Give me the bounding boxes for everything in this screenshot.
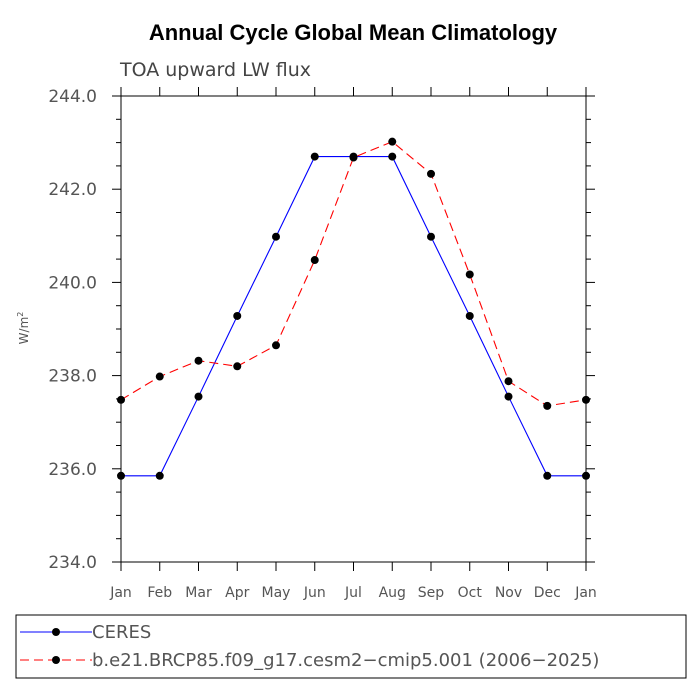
legend-label: b.e21.BRCP85.f09_g17.cesm2−cmip5.001 (20…	[92, 650, 599, 671]
y-axis-label-unit: W/m	[17, 317, 31, 345]
legend-label: CERES	[92, 622, 151, 643]
data-point	[582, 395, 590, 404]
x-tick-label: Jan	[109, 585, 132, 601]
data-point	[427, 169, 435, 178]
data-point	[310, 152, 319, 161]
series-line	[120, 141, 587, 407]
chart-subtitle: TOA upward LW flux	[119, 59, 311, 81]
x-tick-label: Feb	[147, 585, 172, 601]
legend: CERES b.e21.BRCP85.f09_g17.cesm2−cmip5.00…	[20, 622, 599, 671]
data-point	[543, 471, 552, 480]
legend-box	[15, 614, 687, 679]
data-point	[349, 153, 358, 162]
legend-marker	[52, 656, 60, 664]
x-tick-label: May	[262, 585, 291, 601]
x-tick-label: Dec	[534, 585, 561, 601]
data-point	[388, 137, 397, 146]
data-point	[155, 372, 164, 381]
x-tick-label: Nov	[495, 585, 522, 601]
y-tick-label: 236.0	[48, 460, 97, 480]
data-point	[310, 256, 319, 265]
plot-frame	[120, 95, 587, 563]
x-tick-label: Jan	[574, 585, 597, 601]
legend-marker	[52, 628, 60, 636]
data-point	[272, 341, 280, 350]
data-point	[465, 270, 474, 279]
series-line	[121, 156, 586, 477]
y-tick-label: 240.0	[48, 273, 97, 293]
x-tick-label: Jun	[303, 585, 326, 601]
x-tick-label: Oct	[458, 585, 483, 601]
data-point	[117, 471, 125, 480]
y-tick-label: 234.0	[48, 553, 97, 573]
y-tick-label: 244.0	[48, 87, 97, 107]
data-point	[504, 377, 513, 386]
data-point	[543, 401, 552, 410]
data-point	[427, 232, 435, 241]
x-tick-label: Sep	[418, 585, 445, 601]
data-point	[272, 232, 280, 241]
x-tick-label: Mar	[185, 585, 212, 601]
axes: 234.0 236.0 238.0 240.0 242.0 244.0 Jan Feb Mar A…	[48, 87, 597, 601]
data-point	[194, 356, 203, 365]
x-tick-label: Apr	[225, 585, 249, 601]
series	[117, 137, 590, 410]
data-point	[233, 311, 242, 320]
x-tick-label: Jul	[344, 585, 362, 601]
data-point	[233, 362, 242, 371]
data-point	[388, 152, 397, 161]
data-point	[465, 311, 474, 320]
y-tick-label: 242.0	[48, 180, 97, 200]
data-point	[194, 392, 203, 401]
series	[117, 152, 590, 480]
data-point	[504, 392, 513, 401]
data-point	[582, 471, 590, 480]
series-layer	[117, 137, 590, 480]
data-point	[155, 471, 164, 480]
y-axis-label-superscript: 2	[16, 312, 25, 317]
x-tick-label: Aug	[379, 585, 406, 601]
data-point	[117, 395, 125, 404]
chart-title: Annual Cycle Global Mean Climatology	[149, 20, 558, 45]
y-axis-label: W/m2	[16, 312, 31, 345]
y-tick-label: 238.0	[48, 367, 97, 387]
